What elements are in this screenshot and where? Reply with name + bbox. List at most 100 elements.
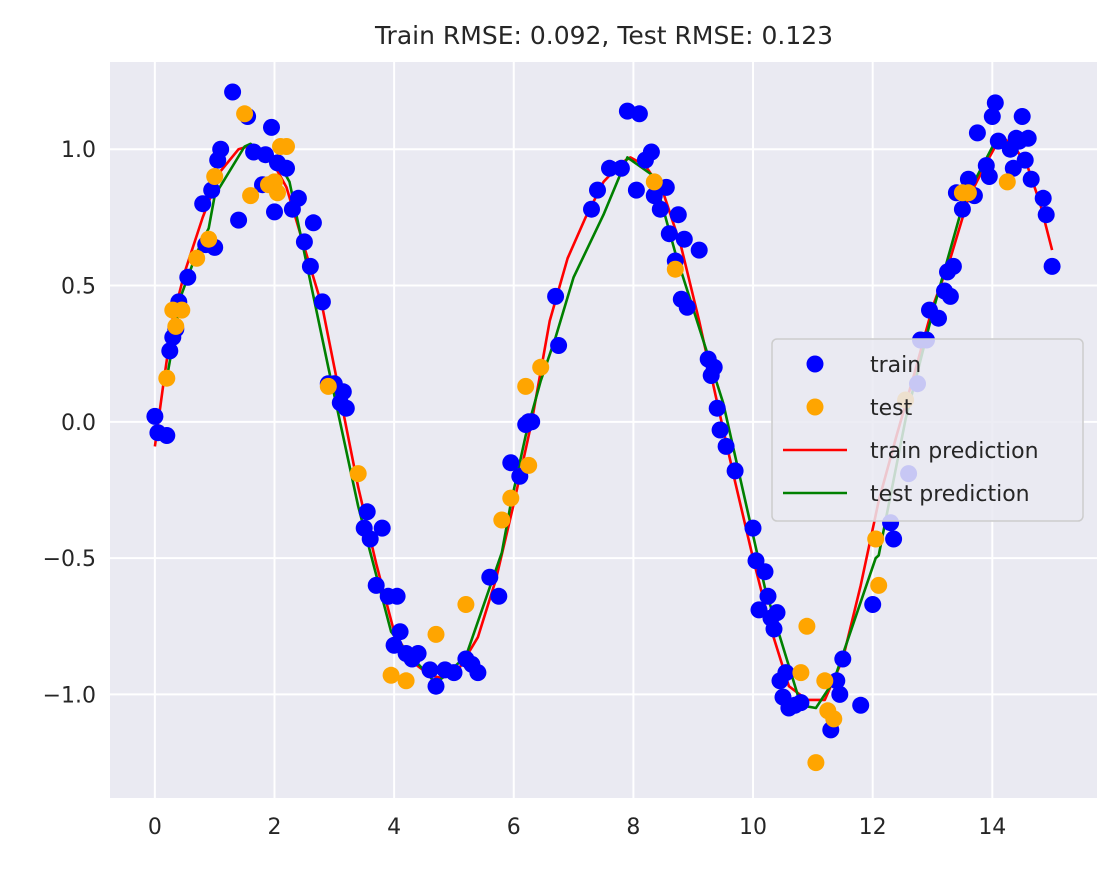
test-point (493, 511, 511, 529)
x-tick-label: 6 (507, 815, 521, 840)
train-point (986, 94, 1004, 112)
legend-box (771, 338, 1084, 522)
train-point (768, 604, 786, 622)
test-point (798, 617, 816, 635)
train-point (930, 309, 947, 327)
legend-test-label: test (870, 396, 913, 421)
test-point (206, 168, 224, 185)
train-point (179, 268, 197, 286)
train-point (627, 181, 645, 199)
test-point (173, 301, 191, 319)
test-point (397, 672, 415, 690)
train-point (651, 200, 669, 218)
train-point (678, 298, 696, 316)
train-point (421, 661, 439, 679)
train-point (953, 200, 971, 218)
train-point (983, 108, 1001, 125)
train-point (959, 170, 977, 188)
train-point (358, 503, 376, 521)
train-point (427, 677, 445, 695)
y-axis: 1.0 0.5 0.0 −0.5 −1.0 (43, 138, 96, 708)
test-point (998, 173, 1016, 191)
x-tick-label: 2 (268, 815, 282, 840)
test-point (792, 664, 810, 682)
train-point (765, 620, 783, 638)
legend-test-prediction-label: test prediction (870, 482, 1030, 507)
test-point (158, 369, 176, 387)
train-point (194, 195, 212, 213)
train-point (490, 587, 508, 605)
legend-train-marker (806, 355, 824, 373)
test-point (457, 596, 475, 613)
train-point (337, 399, 355, 417)
x-tick-label: 12 (859, 815, 887, 840)
test-point (870, 576, 888, 594)
x-tick-label: 4 (387, 815, 401, 840)
train-point (645, 187, 663, 205)
train-point (304, 214, 322, 232)
train-point (203, 181, 221, 199)
test-point (188, 249, 206, 267)
train-point (630, 105, 648, 123)
y-tick-label: −1.0 (43, 683, 96, 708)
train-point (612, 159, 630, 177)
legend: train test train prediction test prediction (771, 338, 1084, 522)
legend-test-marker (806, 398, 824, 416)
train-point (161, 342, 179, 360)
train-point (717, 437, 735, 455)
test-point (959, 184, 977, 202)
train-point (885, 530, 903, 548)
legend-train-prediction-label: train prediction (870, 439, 1039, 464)
x-tick-label: 0 (148, 815, 162, 840)
train-point (744, 519, 762, 537)
legend-train-label: train (870, 353, 921, 378)
x-tick-label: 14 (978, 815, 1006, 840)
train-point (146, 407, 164, 425)
chart-title: Train RMSE: 0.092, Test RMSE: 0.123 (374, 21, 833, 50)
train-point (1013, 108, 1031, 125)
train-point (759, 587, 777, 605)
test-point (807, 754, 825, 772)
train-point (523, 413, 541, 431)
train-point (669, 206, 687, 224)
test-point (666, 260, 684, 278)
test-point (242, 187, 260, 205)
train-point (313, 293, 331, 311)
x-tick-label: 8 (626, 815, 640, 840)
train-point (583, 200, 600, 218)
train-point (481, 568, 499, 586)
train-point (1019, 129, 1037, 147)
train-point (792, 694, 810, 712)
train-point (158, 427, 176, 444)
train-point (388, 587, 406, 605)
y-tick-label: 0.0 (61, 411, 96, 436)
train-point (980, 168, 998, 185)
train-point (690, 241, 708, 259)
train-point (589, 181, 606, 199)
train-point (224, 83, 242, 101)
train-point (266, 203, 283, 221)
train-point (1037, 206, 1055, 224)
train-point (445, 664, 463, 682)
train-point (373, 519, 391, 537)
train-point (361, 530, 379, 548)
train-point (469, 664, 487, 682)
train-point (301, 257, 319, 275)
train-point (864, 596, 882, 613)
test-point (167, 317, 185, 335)
train-point (756, 563, 774, 581)
train-point (547, 287, 565, 305)
test-point (236, 105, 254, 123)
train-point (550, 337, 568, 354)
test-point (349, 465, 367, 483)
train-point (828, 672, 846, 690)
y-tick-label: 1.0 (61, 138, 96, 163)
train-point (941, 287, 959, 305)
test-point (867, 530, 885, 548)
train-point (777, 664, 795, 682)
test-point (382, 666, 400, 684)
y-tick-label: −0.5 (43, 547, 96, 572)
test-point (532, 358, 550, 376)
train-point (230, 211, 248, 229)
